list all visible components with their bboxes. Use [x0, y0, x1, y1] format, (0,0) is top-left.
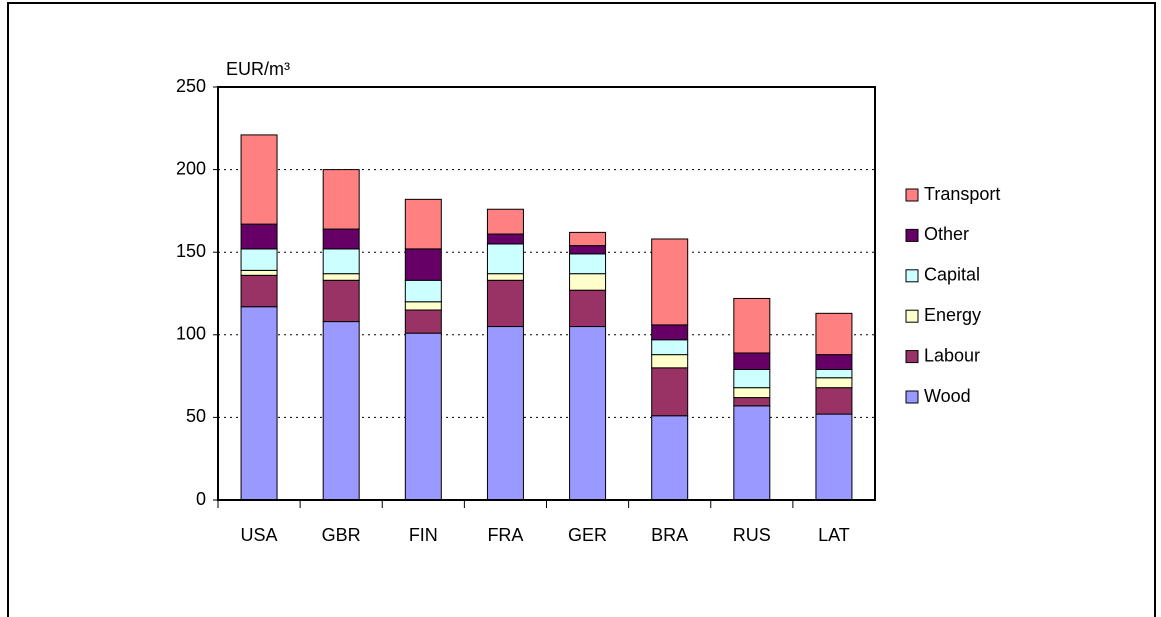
bar-segment — [404, 301, 442, 311]
x-tick-label: GBR — [322, 525, 361, 545]
legend-swatch — [905, 188, 919, 202]
legend-label: Capital — [924, 265, 980, 285]
bar-segment — [240, 248, 278, 271]
bar-segment — [569, 253, 607, 275]
y-tick-label: 100 — [176, 324, 206, 344]
bar-segment — [486, 243, 524, 275]
bar-segment — [240, 274, 278, 308]
frame — [7, 2, 1156, 617]
bar-segment — [404, 309, 442, 334]
legend-label: Energy — [924, 305, 981, 325]
bar-segment — [486, 273, 524, 281]
bar-segment — [815, 354, 853, 370]
y-tick-label: 200 — [176, 158, 206, 178]
bar-segment — [486, 279, 524, 328]
bar-segment — [733, 368, 771, 389]
bar-segment — [569, 231, 607, 247]
bar-segment — [322, 228, 360, 250]
bar-segment — [651, 339, 689, 356]
bar-segment — [404, 198, 442, 250]
bar-segment — [569, 273, 607, 291]
bar-segment — [815, 413, 853, 501]
bar-segment — [322, 169, 360, 230]
bar-segment — [651, 415, 689, 501]
bar-segment — [569, 245, 607, 255]
legend-swatch — [905, 228, 919, 242]
bar-segment — [322, 279, 360, 323]
bar-segment — [240, 223, 278, 250]
y-tick-label: 50 — [186, 406, 206, 426]
bar-segment — [240, 134, 278, 225]
bar-segment — [733, 352, 771, 370]
bar-segment — [404, 279, 442, 303]
legend-label: Transport — [924, 184, 1000, 204]
bar-segment — [404, 332, 442, 501]
bar-segment — [322, 273, 360, 281]
y-tick-label: 0 — [196, 489, 206, 509]
bar-segment — [651, 238, 689, 326]
legend-swatch — [905, 309, 919, 323]
x-tick-label: GER — [568, 525, 607, 545]
x-tick-label: RUS — [733, 525, 771, 545]
bar-segment — [815, 377, 853, 389]
bar-segment — [733, 405, 771, 501]
legend-swatch — [905, 390, 919, 404]
bar-segment — [815, 387, 853, 415]
bar-segment — [651, 324, 689, 341]
legend-swatch — [905, 350, 919, 364]
plot-frame — [217, 86, 876, 501]
legend-label: Wood — [924, 386, 971, 406]
bar-segment — [733, 397, 771, 407]
bar-segment — [486, 233, 524, 245]
bar-segment — [569, 326, 607, 501]
y-tick-label: 150 — [176, 241, 206, 261]
bar-segment — [569, 289, 607, 328]
x-tick-label: LAT — [818, 525, 850, 545]
bar-segment — [322, 248, 360, 275]
bar-segment — [404, 248, 442, 281]
x-tick-label: BRA — [651, 525, 688, 545]
legend-label: Other — [924, 224, 969, 244]
bar-segment — [486, 326, 524, 501]
x-tick-label: FIN — [409, 525, 438, 545]
y-axis-label: EUR/m³ — [226, 59, 290, 79]
bar-segment — [651, 367, 689, 417]
bar-segment — [240, 306, 278, 501]
x-tick-label: USA — [241, 525, 278, 545]
bar-segment — [240, 269, 278, 276]
bar-segment — [651, 354, 689, 369]
bar-segment — [733, 297, 771, 354]
bar-segment — [486, 208, 524, 235]
x-tick-label: FRA — [487, 525, 523, 545]
bar-segment — [815, 312, 853, 356]
bar-segment — [322, 321, 360, 501]
legend-label: Labour — [924, 345, 980, 365]
legend-swatch — [905, 269, 919, 283]
bar-segment — [733, 387, 771, 399]
bar-segment — [815, 368, 853, 379]
y-tick-label: 250 — [176, 76, 206, 96]
